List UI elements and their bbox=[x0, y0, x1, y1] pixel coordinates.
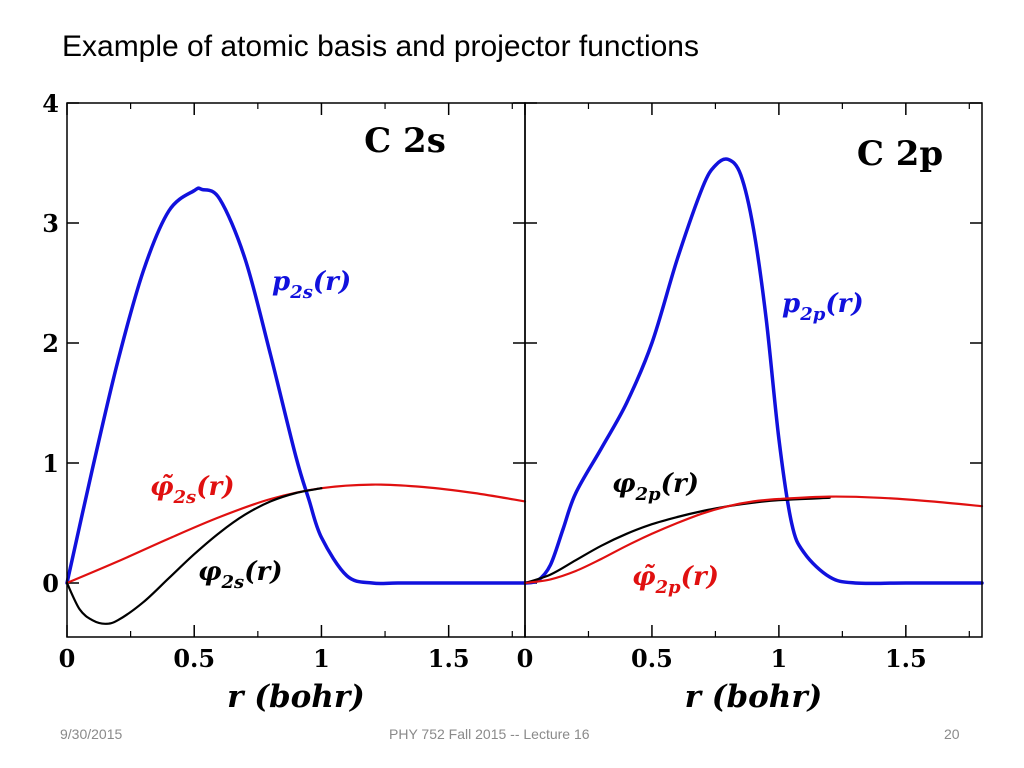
panel-c2p-ticks bbox=[524, 102, 982, 637]
panel-c2p-labels: 0 0.5 1 1.5 r (bohr) C 2p p2p(r) φ2p(r) φ̃2p(r) bbox=[517, 134, 944, 715]
x-tick-label: 1.5 bbox=[885, 644, 927, 673]
x-tick-label: 0 bbox=[59, 644, 76, 673]
y-tick-label: 4 bbox=[42, 89, 59, 118]
x-tick-label: 1.5 bbox=[428, 644, 470, 673]
series-label: φ̃2s(r) bbox=[150, 472, 235, 508]
series-label: φ̃2p(r) bbox=[632, 562, 719, 598]
panel-c2s-frame bbox=[66, 102, 526, 638]
series-line-blue bbox=[65, 186, 527, 586]
x-tick-label: 0.5 bbox=[173, 644, 215, 673]
panel-c2s: 0 0.5 1 1.5 0 1 2 3 4 r (bohr) C 2s p2s(r) φ̃2s(r) φ2… bbox=[42, 89, 527, 715]
x-tick-label: 0 bbox=[517, 644, 534, 673]
x-tick-label: 0.5 bbox=[631, 644, 673, 673]
panel-c2p-curves bbox=[523, 157, 984, 586]
panel-c2s-ticks bbox=[66, 102, 525, 637]
panel-c2p-frame bbox=[524, 102, 983, 638]
panel-c2s-curves bbox=[65, 186, 527, 625]
chart-figure: 0 0.5 1 1.5 0 1 2 3 4 r (bohr) C 2s p2s(r) φ̃2s(r) φ2… bbox=[42, 89, 984, 715]
footer-course: PHY 752 Fall 2015 -- Lecture 16 bbox=[389, 726, 590, 742]
series-label: p2p(r) bbox=[782, 289, 864, 325]
panel-c2p: 0 0.5 1 1.5 r (bohr) C 2p p2p(r) φ2p(r) φ̃2p(r) bbox=[517, 102, 984, 715]
series-line-black bbox=[523, 496, 831, 585]
y-tick-label: 3 bbox=[42, 209, 59, 238]
series-line-red bbox=[65, 483, 527, 585]
y-tick-label: 2 bbox=[42, 329, 59, 358]
series-label: φ2s(r) bbox=[198, 557, 283, 593]
y-tick-label: 0 bbox=[42, 569, 59, 598]
slide-title: Example of atomic basis and projector fu… bbox=[62, 30, 699, 63]
series-label: p2s(r) bbox=[272, 267, 351, 303]
panel-title: C 2s bbox=[364, 121, 446, 161]
footer-date: 9/30/2015 bbox=[60, 726, 123, 742]
x-axis-title: r (bohr) bbox=[685, 679, 823, 715]
series-line-red bbox=[523, 495, 984, 585]
panel-title: C 2p bbox=[857, 134, 943, 174]
series-line-blue bbox=[523, 157, 984, 586]
panel-c2s-labels: 0 0.5 1 1.5 0 1 2 3 4 r (bohr) C 2s p2s(r) φ̃2s(r) φ2… bbox=[42, 89, 469, 715]
x-tick-label: 1 bbox=[771, 644, 788, 673]
series-label: φ2p(r) bbox=[612, 469, 699, 505]
footer-page-number: 20 bbox=[944, 726, 960, 742]
x-axis-title: r (bohr) bbox=[227, 679, 365, 715]
x-tick-label: 1 bbox=[313, 644, 330, 673]
series-line-black bbox=[65, 487, 323, 625]
y-tick-label: 1 bbox=[42, 449, 59, 478]
